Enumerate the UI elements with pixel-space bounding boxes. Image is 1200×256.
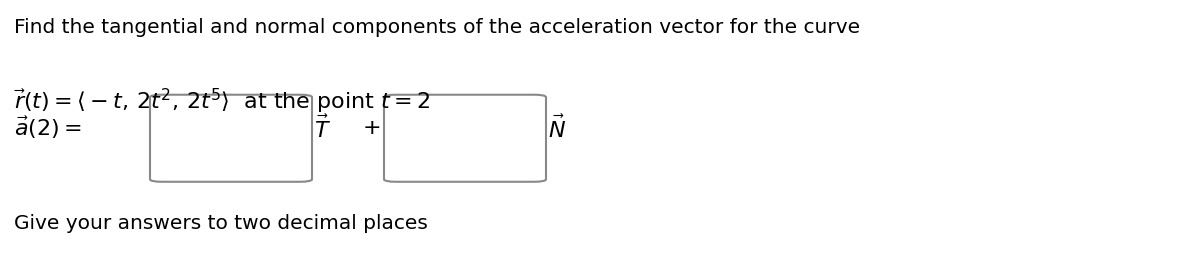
Text: Find the tangential and normal components of the acceleration vector for the cur: Find the tangential and normal component… bbox=[14, 18, 860, 37]
FancyBboxPatch shape bbox=[150, 95, 312, 182]
Text: $\vec{a}(2) =$: $\vec{a}(2) =$ bbox=[14, 115, 82, 141]
FancyBboxPatch shape bbox=[384, 95, 546, 182]
Text: $\vec{N}$: $\vec{N}$ bbox=[548, 114, 566, 142]
Text: $+$: $+$ bbox=[362, 118, 380, 138]
Text: $\vec{r}(t) = \langle -t,\, 2t^2,\, 2t^5 \rangle$  at the point $t = 2$: $\vec{r}(t) = \langle -t,\, 2t^2,\, 2t^5… bbox=[14, 87, 431, 116]
Text: Give your answers to two decimal places: Give your answers to two decimal places bbox=[14, 214, 428, 233]
Text: $\vec{T}$: $\vec{T}$ bbox=[314, 114, 331, 142]
